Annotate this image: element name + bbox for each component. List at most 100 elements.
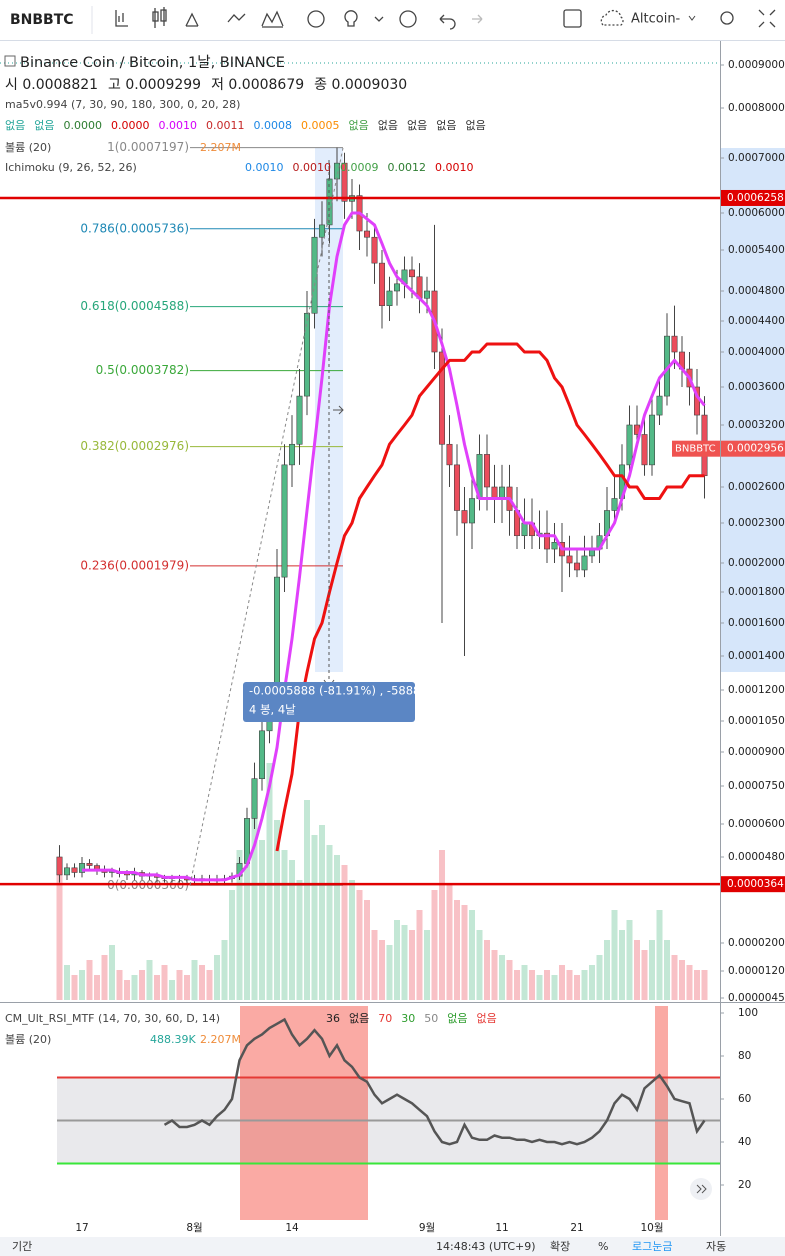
volume-bar	[341, 865, 348, 1000]
candle-body	[491, 486, 498, 499]
volume-bar	[439, 850, 445, 1000]
candle-body	[626, 424, 633, 466]
candle-body	[251, 778, 258, 819]
scroll-icon[interactable]	[696, 1184, 707, 1194]
volume-bar	[424, 930, 430, 1000]
y-tick-label: 0.0002600	[728, 481, 785, 493]
volume-bar	[334, 855, 340, 1000]
volume-bar	[536, 975, 543, 1000]
volume-bar	[589, 965, 595, 1000]
volume-bar	[394, 920, 400, 1000]
idea-icon[interactable]	[344, 10, 358, 27]
status-item[interactable]: %	[598, 1240, 608, 1253]
measure-text: 4 봉, 4날	[249, 703, 296, 717]
compare-icon[interactable]	[185, 12, 199, 27]
candle-body	[551, 542, 558, 550]
candle-body	[446, 443, 453, 466]
y-tick-label: 100	[738, 1007, 758, 1019]
volume-bar	[289, 860, 295, 1000]
rsi-overbought	[655, 1006, 668, 1220]
fib-label: 1(0.0007197)	[107, 140, 189, 154]
candle-body	[521, 522, 528, 537]
legend-value: 없음	[5, 119, 25, 132]
legend-value: 없음	[34, 119, 54, 132]
y-tick-label: 0.0000200	[728, 937, 785, 949]
y-tick-label: 0.0006000	[728, 207, 785, 219]
rsi-line	[163, 1017, 706, 1146]
legend-toggle[interactable]	[4, 55, 16, 67]
candle-icon[interactable]	[152, 7, 167, 28]
legend-title: Binance Coin / Bitcoin, 1날, BINANCE	[20, 54, 285, 71]
watchlist[interactable]: Altcoin-	[631, 12, 681, 27]
last-price-symbol: BNBBTC	[675, 444, 716, 455]
volume-bar	[656, 910, 663, 1000]
y-tick-label: 0.0000750	[728, 780, 785, 792]
dropdown-icon[interactable]	[374, 16, 384, 22]
symbol[interactable]: BNBBTC	[10, 12, 74, 28]
candle-body	[393, 283, 400, 292]
candle-body	[641, 434, 648, 466]
fib-label: 0.786(0.0005736)	[80, 221, 189, 235]
cloud-icon[interactable]	[600, 9, 624, 26]
legend-value: 0.0009	[340, 161, 379, 174]
layout-icon[interactable]	[563, 9, 582, 28]
rsi-legend: 36 없음 70 30 50 없음 없음	[326, 1012, 497, 1025]
status-item[interactable]: 로그눈금	[632, 1240, 672, 1253]
volume-bar	[244, 830, 250, 1000]
bar-icon[interactable]	[115, 10, 128, 27]
period-button[interactable]: 기간	[12, 1240, 32, 1253]
replay-icon[interactable]	[399, 10, 417, 28]
volume-bar	[379, 940, 385, 1000]
watchlist-arrow[interactable]	[688, 15, 696, 21]
volume-bar	[266, 763, 273, 1000]
indicator-icon[interactable]	[227, 13, 246, 23]
y-tick-label: 0.0000045	[728, 992, 785, 1004]
redo-icon[interactable]	[472, 14, 483, 24]
fullscreen-icon[interactable]	[758, 9, 776, 28]
candle-body	[438, 351, 445, 445]
legend-value: 없음	[466, 119, 486, 132]
candle-body	[341, 162, 348, 202]
volume-bar	[56, 860, 63, 1000]
candle-body	[498, 486, 505, 499]
candle-body	[543, 532, 550, 550]
volume-bar	[626, 920, 633, 1000]
candle-body	[408, 269, 415, 278]
volume-bar	[581, 970, 588, 1000]
y-tick-label: 0.0000480	[728, 851, 785, 863]
alert-icon[interactable]	[307, 10, 325, 28]
y-tick-label: 0.0009000	[728, 59, 785, 71]
candle-body	[566, 555, 573, 564]
candle-body	[423, 290, 430, 299]
rsi-legend-value: 없음	[349, 1012, 369, 1025]
volume-bar	[326, 845, 333, 1000]
status-item[interactable]: 자동	[706, 1240, 726, 1253]
volume-bar	[521, 965, 528, 1000]
candle-body	[318, 224, 325, 238]
candle-body	[86, 863, 93, 866]
volume-bar	[349, 880, 355, 1000]
legend-value: 0.0000	[64, 119, 103, 132]
legend-value: 0.0010	[245, 161, 284, 174]
last-price-label: 0.0002956	[727, 443, 784, 455]
undo-icon[interactable]	[439, 14, 456, 30]
legend-value: 0.0010	[159, 119, 198, 132]
template-icon[interactable]	[261, 10, 284, 28]
fib-label: 0.236(0.0001979)	[80, 558, 189, 572]
last-price-symbol-tag	[672, 440, 720, 457]
volume-bar	[131, 975, 138, 1000]
ma-study: ma5v0.994 (7, 30, 90, 180, 300, 0, 20, 2…	[5, 98, 240, 111]
status-item[interactable]: 확장	[550, 1240, 570, 1253]
y-tick-label: 60	[738, 1093, 751, 1105]
candle-body	[79, 863, 86, 873]
volume-value: 2.207M	[200, 141, 241, 154]
y-tick-label: 80	[738, 1050, 751, 1062]
y-tick-label: 0.0000900	[728, 746, 785, 758]
volume-bar	[296, 880, 303, 1000]
settings-icon[interactable]	[720, 11, 734, 25]
volume-value: 2.207M	[200, 1033, 241, 1046]
volume-bar	[386, 945, 393, 1000]
legend-value: 0.0008	[254, 119, 293, 132]
rsi-legend-value: 30	[401, 1012, 415, 1025]
candle-body	[483, 454, 490, 488]
